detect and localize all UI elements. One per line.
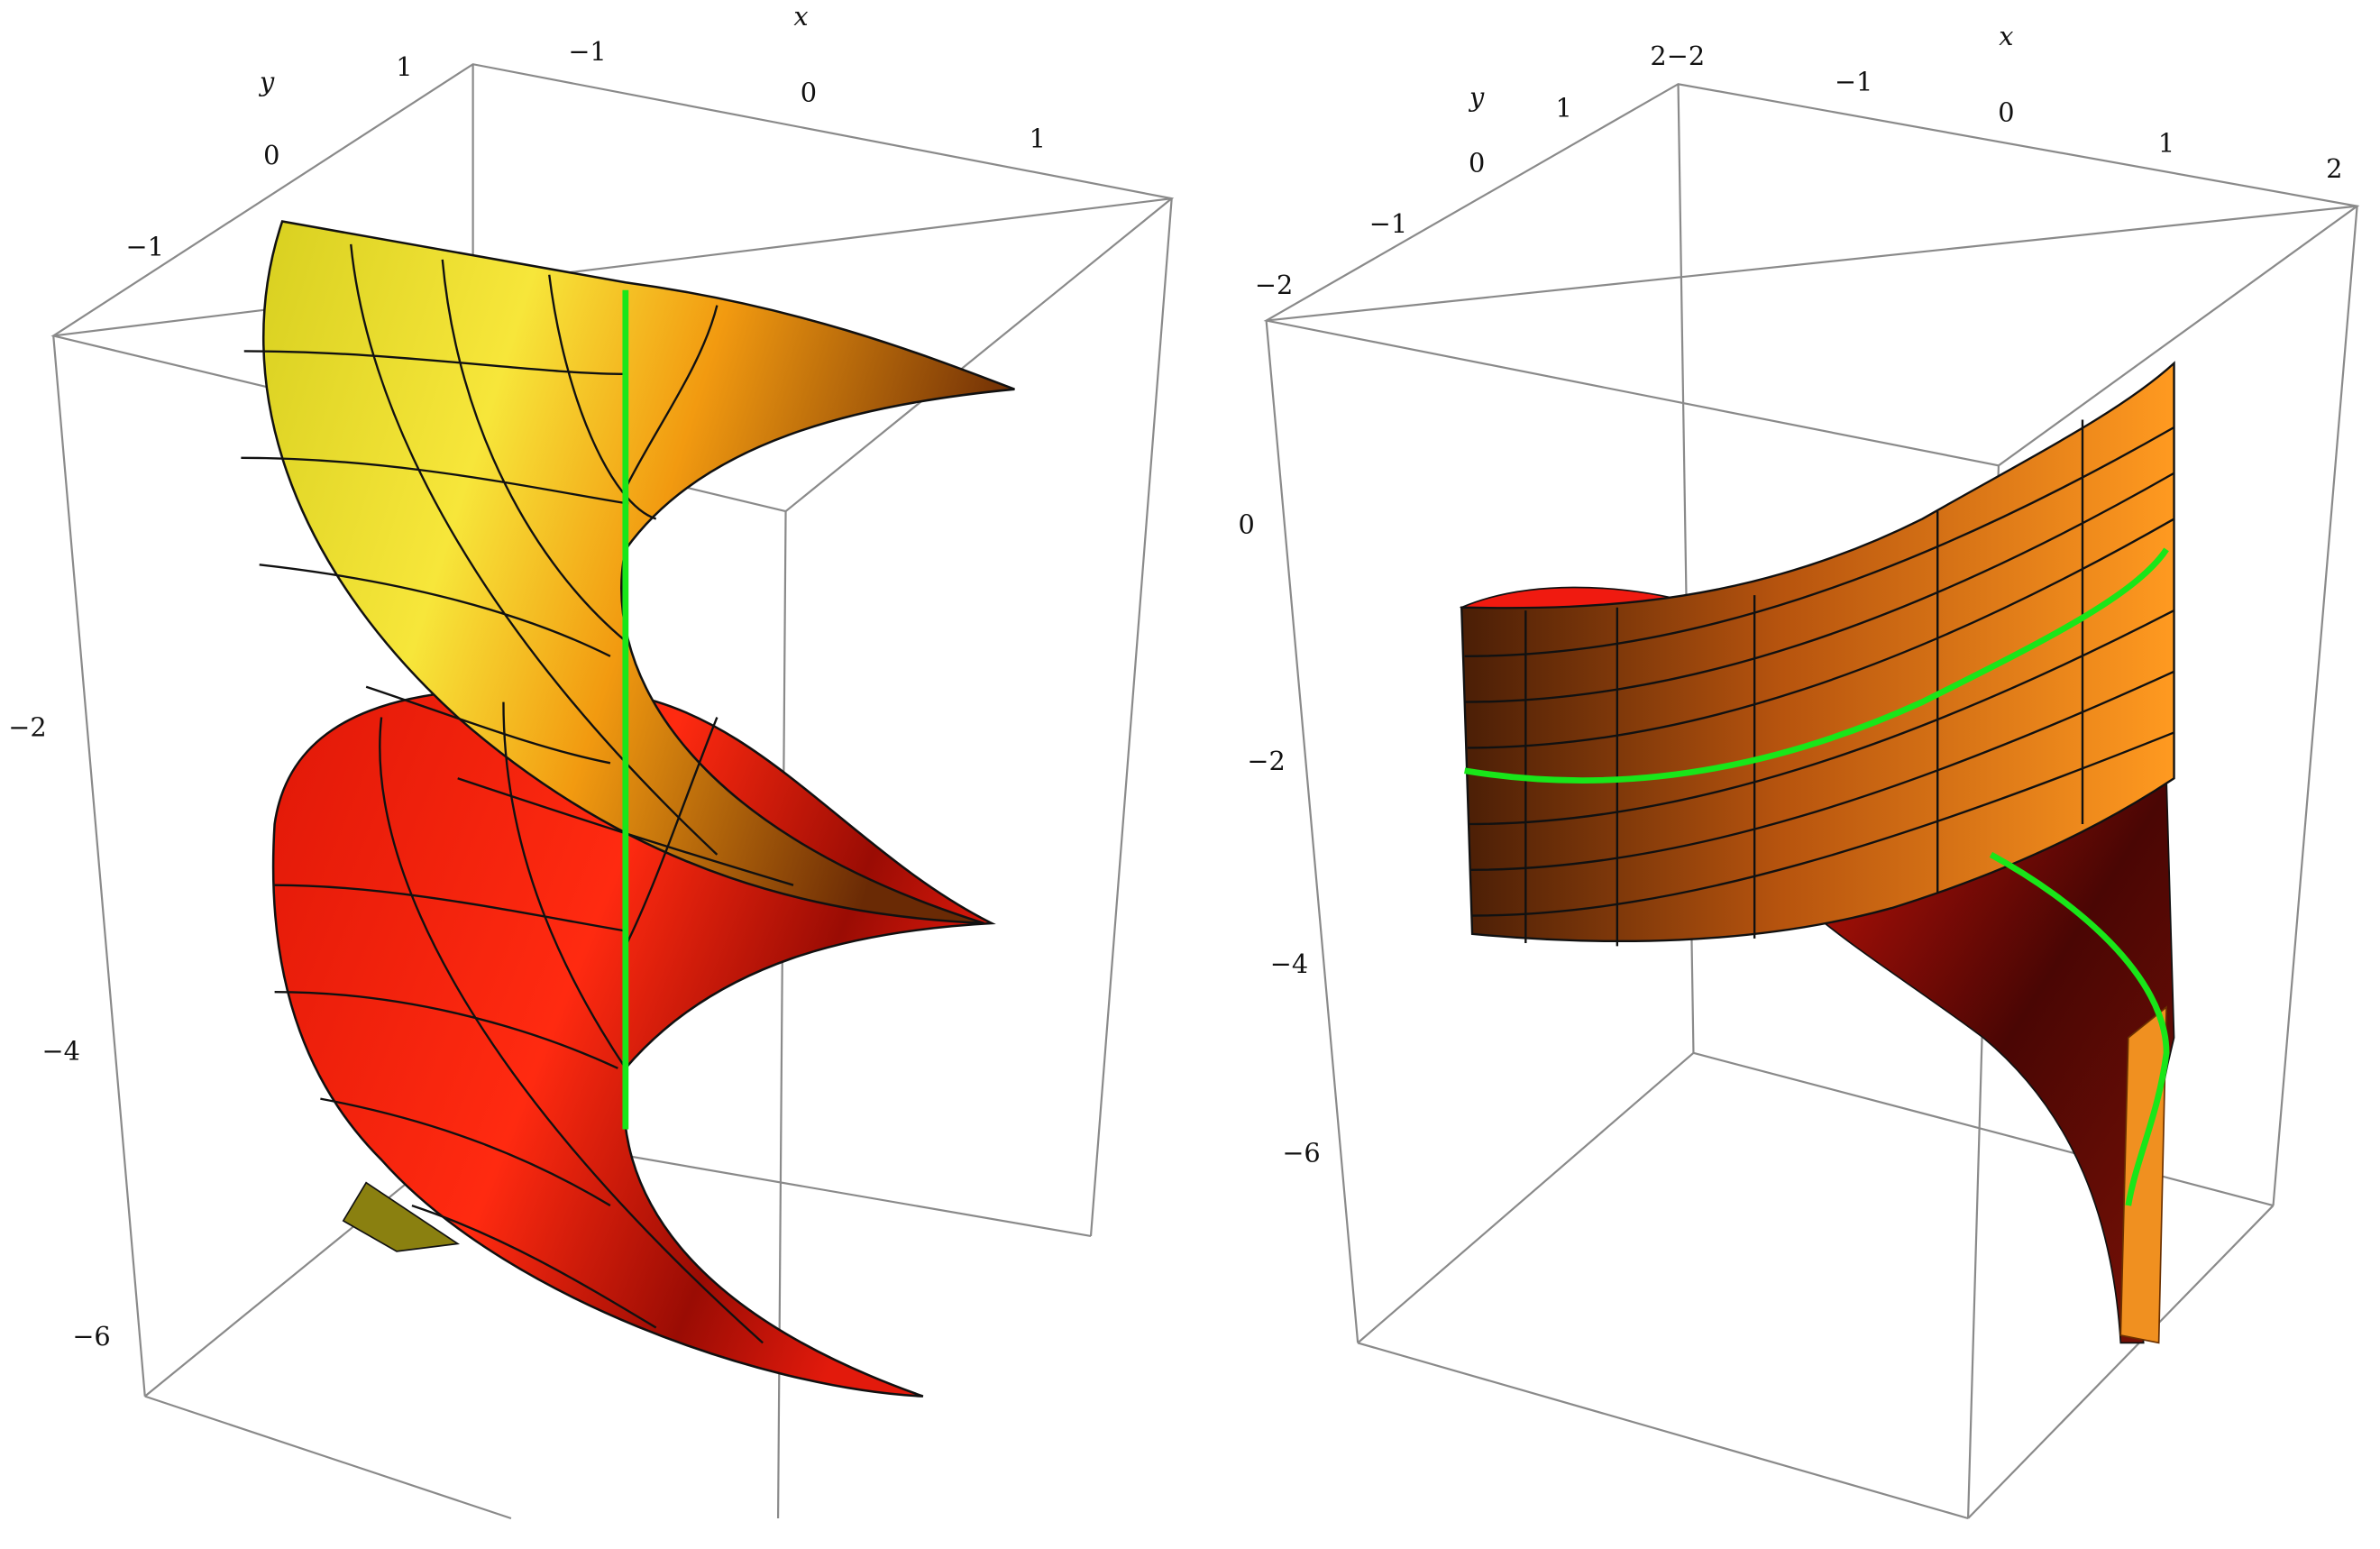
tick-label: 1 [2158, 127, 2174, 158]
plot-left [50, 63, 1175, 1520]
tick-label: 0 [1998, 97, 2014, 128]
upper-band [1460, 361, 2175, 943]
axis-label: y [258, 67, 275, 97]
axis-label: x [1999, 21, 2013, 51]
tick-label: −4 [41, 1035, 79, 1066]
tick-label: −1 [1369, 208, 1407, 239]
tick-label: −2 [1255, 270, 1293, 300]
tick-label: 1 [396, 51, 412, 82]
curve [1464, 547, 2170, 1206]
tick-label: −2 [8, 712, 46, 743]
axis-label: y [1468, 82, 1485, 113]
tick-label: 1 [1555, 92, 1571, 123]
tick-label: −6 [1282, 1138, 1320, 1169]
tick-label: −1 [1835, 67, 1872, 97]
tick-label: 0 [801, 78, 817, 108]
surface-edge [342, 1181, 461, 1252]
tick-label: −1 [568, 36, 606, 67]
tick-label: 0 [1238, 509, 1254, 539]
tick-label: −6 [72, 1321, 110, 1352]
surface-mesh [241, 243, 794, 1344]
tick-label: 2 [2326, 153, 2342, 184]
tick-label: 0 [263, 140, 279, 170]
plot-right [1263, 83, 2360, 1520]
lower-band-edge [2119, 1005, 2167, 1344]
tick-label: 1 [1030, 123, 1046, 153]
axis-label: x [793, 1, 808, 32]
tick-label: −1 [126, 232, 164, 262]
tick-label: 0 [1469, 147, 1485, 178]
upper-helix [261, 220, 1015, 925]
tick-label: −2 [1247, 746, 1285, 776]
tick-label: 2 [1650, 41, 1666, 71]
tick-label: −4 [1270, 949, 1308, 979]
tick-label: −2 [1667, 41, 1705, 71]
